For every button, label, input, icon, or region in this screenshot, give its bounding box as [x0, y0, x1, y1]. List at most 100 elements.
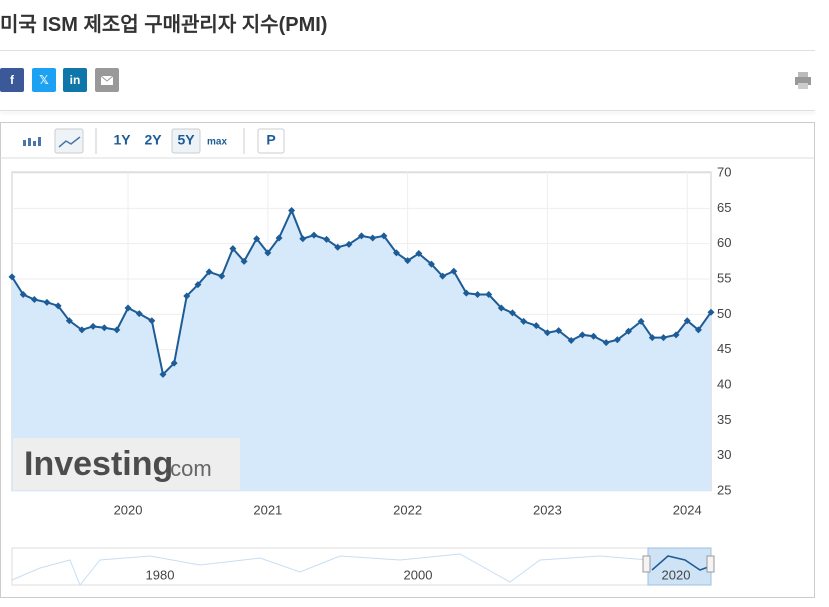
- share-linkedin[interactable]: in: [63, 68, 87, 92]
- y-tick-label: 30: [717, 447, 731, 462]
- point: [648, 334, 656, 342]
- point: [439, 272, 447, 280]
- point: [450, 267, 458, 275]
- point: [54, 302, 62, 310]
- range-1y[interactable]: 1Y: [113, 132, 131, 148]
- x-tick-label: 2024: [673, 502, 702, 517]
- point: [613, 336, 621, 344]
- x-tick-label: 2020: [114, 502, 143, 517]
- point: [323, 235, 331, 243]
- point: [462, 289, 470, 297]
- point: [205, 268, 213, 276]
- point: [100, 324, 108, 332]
- page-title: 미국 ISM 제조업 구매관리자 지수(PMI): [0, 14, 328, 36]
- point: [707, 308, 715, 316]
- point: [275, 234, 283, 242]
- point: [508, 309, 516, 317]
- point: [532, 322, 540, 330]
- point: [229, 245, 237, 253]
- point: [218, 272, 226, 280]
- point: [380, 232, 388, 240]
- p-button[interactable]: [257, 128, 285, 154]
- x-tick-label: 2021: [253, 502, 282, 517]
- point: [567, 336, 575, 344]
- point: [345, 240, 353, 248]
- point: [89, 322, 97, 330]
- nav-label: 2000: [404, 567, 433, 582]
- point: [30, 295, 38, 303]
- point: [415, 250, 423, 258]
- point: [578, 331, 586, 339]
- x-tick-label: 2022: [393, 502, 422, 517]
- range-max[interactable]: max: [207, 137, 227, 148]
- point: [78, 326, 86, 334]
- point: [334, 243, 342, 251]
- point: [43, 298, 51, 306]
- point: [637, 317, 645, 325]
- point: [404, 257, 412, 265]
- point: [672, 331, 680, 339]
- area: [12, 210, 711, 491]
- navigator: 1980 2000 2020: [11, 547, 715, 586]
- point: [8, 273, 16, 281]
- point: [497, 304, 505, 312]
- watermark-text: Investing: [24, 445, 173, 483]
- point: [113, 326, 121, 334]
- point: [170, 359, 178, 367]
- chart-box: [0, 122, 815, 598]
- watermark-bg: [13, 438, 240, 490]
- divider: [0, 50, 815, 51]
- point: [358, 232, 365, 240]
- point: [183, 292, 191, 300]
- print-icon[interactable]: [793, 71, 813, 91]
- range-5y[interactable]: 5Y: [177, 132, 195, 148]
- point: [240, 257, 248, 265]
- point: [19, 291, 27, 299]
- nav-label: 2020: [662, 567, 691, 582]
- toolbar: 1Y 2Y 5Y max P: [0, 128, 814, 159]
- point: [625, 327, 633, 335]
- watermark: Investing.com: [13, 438, 240, 490]
- point: [694, 326, 702, 334]
- point: [474, 291, 482, 299]
- point: [310, 231, 318, 239]
- y-tick-label: 60: [717, 235, 731, 250]
- y-tick-label: 70: [717, 164, 731, 179]
- point: [520, 317, 528, 325]
- y-tick-label: 25: [717, 482, 731, 497]
- y-tick-label: 45: [717, 341, 731, 356]
- point: [659, 334, 667, 342]
- point: [124, 304, 132, 312]
- watermark-text: .com: [164, 456, 212, 481]
- point: [148, 317, 156, 325]
- point: [602, 339, 610, 347]
- share-email[interactable]: [95, 68, 119, 92]
- y-tick-label: 40: [717, 376, 731, 391]
- point: [299, 235, 307, 243]
- nav-label: 1980: [146, 567, 175, 582]
- y-tick-label: 50: [717, 306, 731, 321]
- line-icon[interactable]: [54, 128, 84, 154]
- point: [253, 235, 261, 243]
- point: [555, 327, 563, 335]
- plot: 25 30 35 40 45 50 55 60 65 70 2020 2021 2022 2023 2024…: [8, 164, 731, 517]
- point: [65, 317, 73, 325]
- point: [543, 329, 551, 337]
- y-tick-label: 35: [717, 412, 731, 427]
- point: [590, 332, 598, 340]
- x-tick-label: 2023: [533, 502, 562, 517]
- point: [683, 317, 691, 325]
- point: [369, 234, 377, 242]
- range-selected: [171, 128, 201, 154]
- share-x[interactable]: 𝕏: [32, 68, 56, 92]
- point: [159, 370, 167, 378]
- share-facebook[interactable]: f: [0, 68, 24, 92]
- point: [392, 249, 400, 257]
- point: [288, 206, 296, 214]
- y-tick-label: 55: [717, 270, 731, 285]
- range-2y[interactable]: 2Y: [144, 132, 162, 148]
- point: [427, 260, 435, 268]
- point: [264, 249, 272, 257]
